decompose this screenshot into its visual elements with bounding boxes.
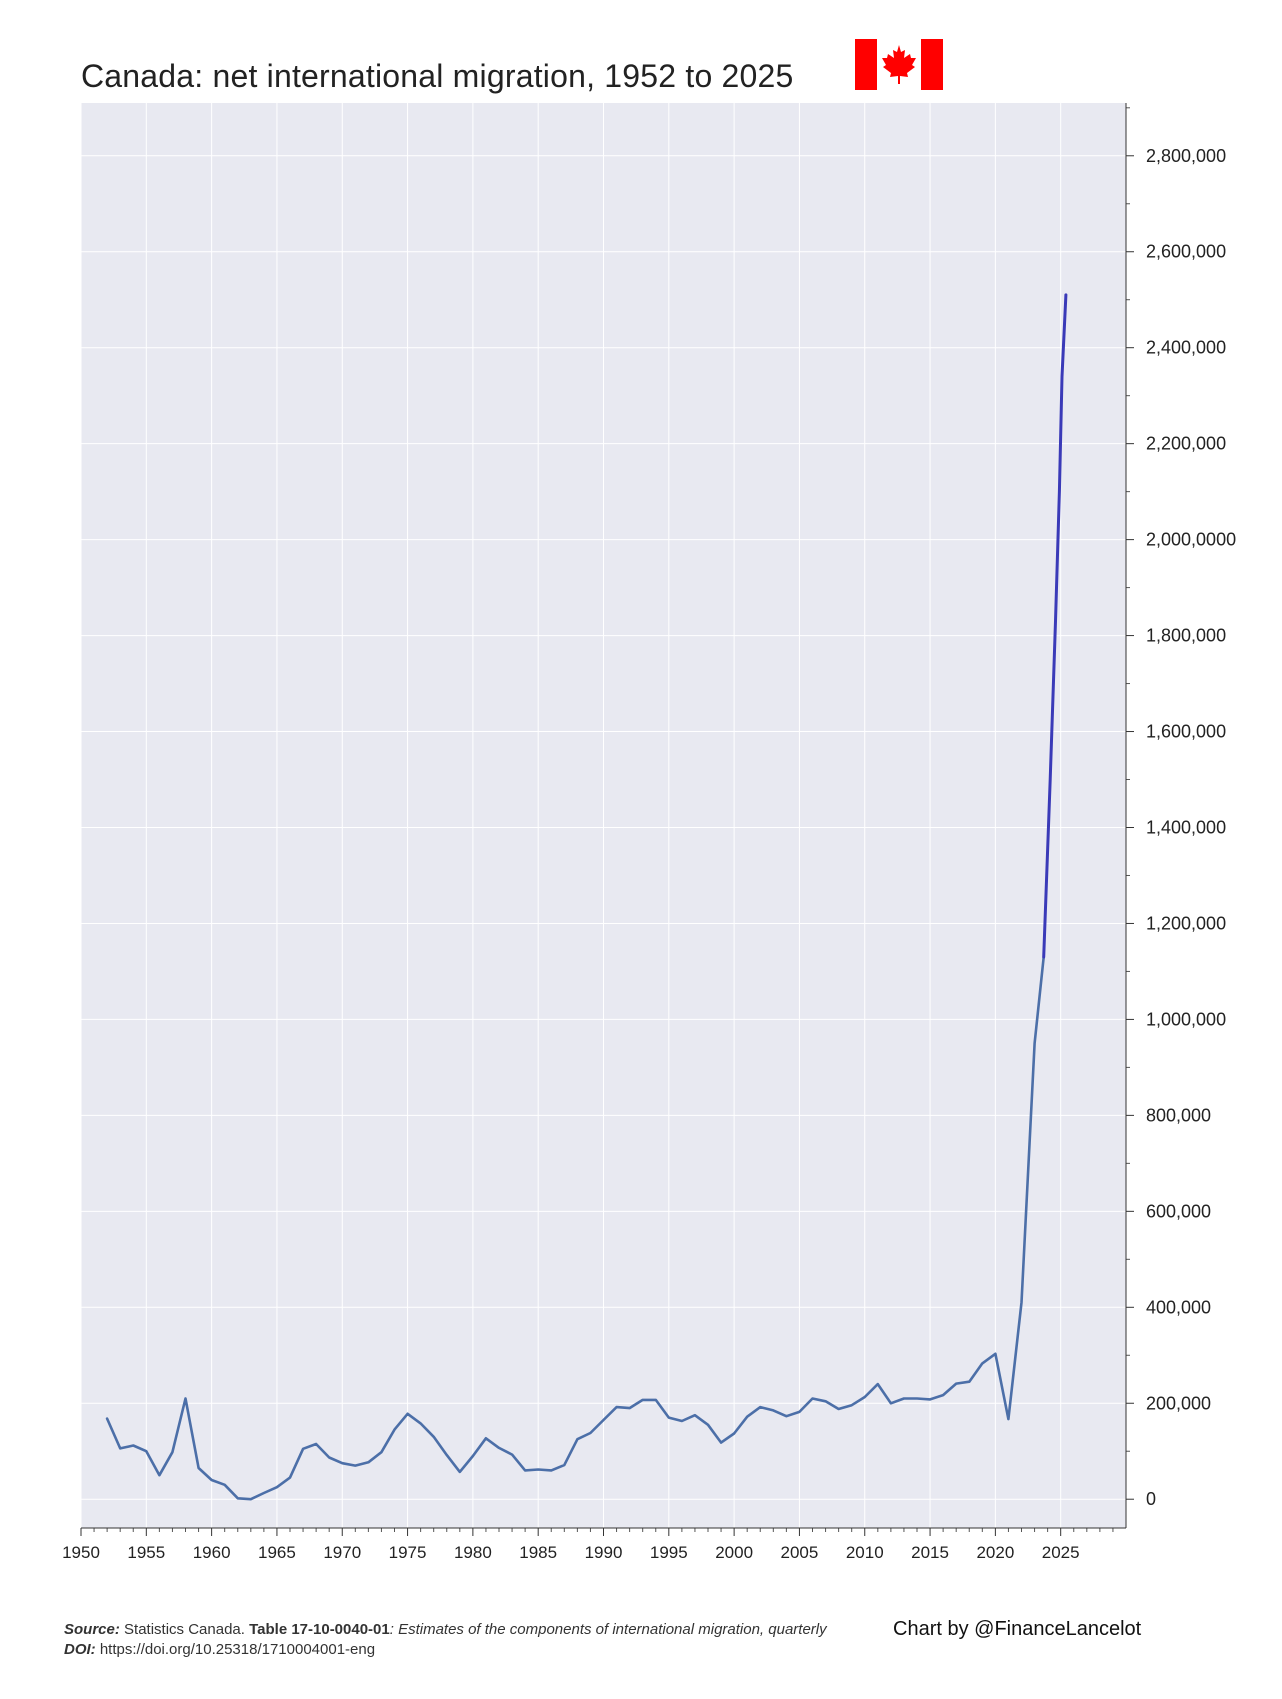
- source-org: Statistics Canada.: [119, 1621, 250, 1638]
- y-tick-label: 1,800,000: [1146, 626, 1226, 646]
- chart-title: Canada: net international migration, 195…: [81, 58, 794, 94]
- x-tick-label: 1970: [323, 1543, 361, 1562]
- x-tick-label: 2000: [715, 1543, 753, 1562]
- x-tick-label: 1980: [454, 1543, 492, 1562]
- canada-flag-icon: [855, 39, 943, 90]
- x-tick-label: 2015: [911, 1543, 949, 1562]
- x-tick-label: 1960: [193, 1543, 231, 1562]
- y-tick-label: 1,600,000: [1146, 722, 1226, 742]
- doi-note: DOI: https://doi.org/10.25318/1710004001…: [64, 1641, 375, 1658]
- y-tick-label: 2,400,000: [1146, 338, 1226, 358]
- y-tick-label: 200,000: [1146, 1393, 1211, 1413]
- doi-value: https://doi.org/10.25318/1710004001-eng: [95, 1641, 376, 1658]
- x-tick-label: 1965: [258, 1543, 296, 1562]
- doi-label: DOI:: [64, 1641, 96, 1658]
- x-tick-label: 2010: [846, 1543, 884, 1562]
- y-tick-label: 1,400,000: [1146, 817, 1226, 837]
- migration-line-chart: 1950 1955 1960 1965 1970 1975 1980 1985 1990 1995…: [62, 103, 1236, 1562]
- source-table-id: Table 17-10-0040-01: [249, 1621, 390, 1638]
- x-tick-label: 1985: [519, 1543, 557, 1562]
- y-tick-label: 0: [1146, 1489, 1156, 1509]
- x-tick-label: 1955: [127, 1543, 165, 1562]
- source-description: : Estimates of the components of interna…: [389, 1621, 827, 1638]
- x-tick-label: 1995: [650, 1543, 688, 1562]
- y-tick-label: 1,000,000: [1146, 1009, 1226, 1029]
- y-tick-label: 2,800,000: [1146, 146, 1226, 166]
- source-label: Source:: [64, 1621, 120, 1638]
- x-tick-label: 1975: [389, 1543, 427, 1562]
- y-tick-label: 800,000: [1146, 1105, 1211, 1125]
- y-tick-label: 2,000,0000: [1146, 530, 1236, 550]
- x-tick-label: 2005: [781, 1543, 819, 1562]
- y-tick-label: 600,000: [1146, 1201, 1211, 1221]
- x-tick-label: 2025: [1042, 1543, 1080, 1562]
- source-note: Source: Statistics Canada. Table 17-10-0…: [64, 1621, 827, 1638]
- y-tick-label: 400,000: [1146, 1297, 1211, 1317]
- y-tick-label: 2,600,000: [1146, 242, 1226, 262]
- y-tick-label: 1,200,000: [1146, 913, 1226, 933]
- y-tick-label: 2,200,000: [1146, 434, 1226, 454]
- x-tick-label: 1990: [585, 1543, 623, 1562]
- x-tick-label: 1950: [62, 1543, 100, 1562]
- chart-credit: Chart by @FinanceLancelot: [893, 1618, 1142, 1640]
- series-line-recent: [1042, 293, 1068, 959]
- series-line-historical: [105, 955, 1045, 1501]
- x-tick-label: 2020: [976, 1543, 1014, 1562]
